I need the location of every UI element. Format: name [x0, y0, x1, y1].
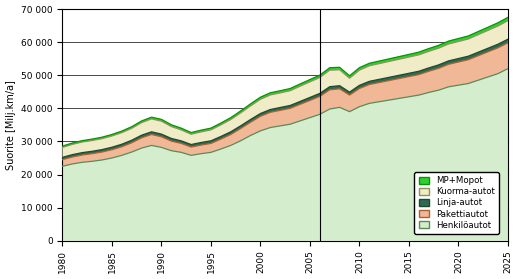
Y-axis label: Suorite [Milj.km/a]: Suorite [Milj.km/a] [6, 80, 16, 170]
Legend: MP+Mopot, Kuorma-autot, Linja-autot, Pakettiautot, Henkilöautot: MP+Mopot, Kuorma-autot, Linja-autot, Pak… [414, 172, 499, 234]
